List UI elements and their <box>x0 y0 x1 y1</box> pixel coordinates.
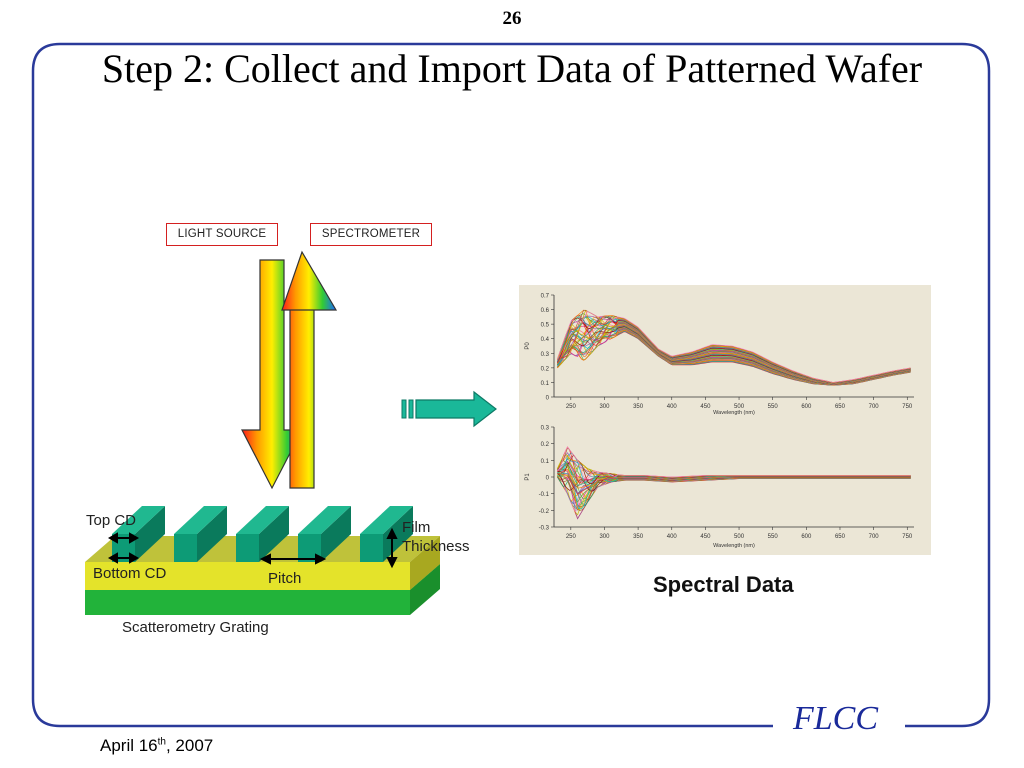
chart-x-tick-label: 500 <box>734 404 745 410</box>
chart-y-tick-label: 0.7 <box>541 294 550 300</box>
top-cd-label: Top CD <box>86 512 137 529</box>
chart-x-tick-label: 350 <box>633 404 644 410</box>
chart-y-tick-label: 0.6 <box>541 308 550 314</box>
chart-x-tick-label: 250 <box>566 404 577 410</box>
chart-y-tick-label: 0 <box>546 396 550 402</box>
chart-y-tick-label: -0.2 <box>539 509 550 515</box>
chart-y-label: P0 <box>525 342 531 350</box>
chart-x-tick-label: 350 <box>633 534 644 540</box>
footer-date-main: April 16 <box>100 736 158 755</box>
right-arrow-icon <box>401 390 497 428</box>
chart-x-tick-label: 300 <box>599 404 610 410</box>
chart-x-tick-label: 550 <box>768 404 779 410</box>
chart-y-tick-label: -0.3 <box>539 526 550 532</box>
chart-x-label: Wavelength (nm) <box>713 410 755 416</box>
chart-y-tick-label: 0.2 <box>541 366 550 372</box>
scatterometry-grating <box>85 506 440 615</box>
chart-x-tick-label: 650 <box>835 404 846 410</box>
incident-light-arrow <box>241 259 303 490</box>
chart-y-tick-label: -0.1 <box>539 492 550 498</box>
chart-y-tick-label: 0.1 <box>541 459 550 465</box>
substrate-front <box>85 590 410 615</box>
thickness-label: Thickness <box>402 538 470 555</box>
chart-x-tick-label: 700 <box>869 534 880 540</box>
chart-x-tick-label: 750 <box>902 534 913 540</box>
chart-y-tick-label: 0 <box>546 476 550 482</box>
chart-x-tick-label: 650 <box>835 534 846 540</box>
spectrum-series-line <box>557 446 911 480</box>
chart-x-tick-label: 450 <box>700 404 711 410</box>
chart-x-tick-label: 400 <box>667 534 678 540</box>
footer-date: April 16th, 2007 <box>100 736 213 756</box>
chart-x-tick-label: 600 <box>801 404 812 410</box>
chart-x-tick-label: 400 <box>667 404 678 410</box>
chart-x-tick-label: 600 <box>801 534 812 540</box>
slide-number: 26 <box>502 8 522 29</box>
light-source-label: LIGHT SOURCE <box>166 223 278 246</box>
light-arrows <box>241 250 338 490</box>
film-side <box>410 536 440 590</box>
footer-date-sup: th <box>157 736 166 748</box>
substrate-side <box>410 564 440 615</box>
chart-x-tick-label: 500 <box>734 534 745 540</box>
film-front <box>85 562 410 590</box>
chart-y-tick-label: 0.3 <box>541 426 550 432</box>
spectrometer-label: SPECTROMETER <box>310 223 432 246</box>
chart-y-tick-label: 0.1 <box>541 381 550 387</box>
spectral-data-caption: Spectral Data <box>653 572 794 597</box>
footer-date-year: , 2007 <box>165 736 214 755</box>
slide-title: Step 2: Collect and Import Data of Patte… <box>101 46 923 91</box>
bottom-cd-label: Bottom CD <box>93 565 167 582</box>
dimension-arrows <box>107 527 398 569</box>
grating-caption: Scatterometry Grating <box>122 619 269 636</box>
spectrum-series-line <box>557 310 911 383</box>
chart-y-tick-label: 0.5 <box>541 323 550 329</box>
film-label: Film <box>402 519 431 536</box>
chart-x-tick-label: 700 <box>869 404 880 410</box>
chart-y-label: P1 <box>525 473 531 481</box>
chart-y-tick-label: 0.3 <box>541 352 550 358</box>
chart-y-tick-label: 0.4 <box>541 337 550 343</box>
pitch-label: Pitch <box>268 570 302 587</box>
chart-x-tick-label: 300 <box>599 534 610 540</box>
chart-x-label: Wavelength (nm) <box>713 543 755 549</box>
chart-x-tick-label: 750 <box>902 404 913 410</box>
chart-x-tick-label: 250 <box>566 534 577 540</box>
chart-x-tick-label: 550 <box>768 534 779 540</box>
reflected-light-arrow <box>281 250 338 489</box>
flcc-logo: FLCC <box>793 700 879 737</box>
spectral-charts: 0.7 0.6 0.5 0.4 0.3 0.2 0.1 0 250 300 350 400 450 500… <box>519 285 931 555</box>
chart-y-tick-label: 0.2 <box>541 442 550 448</box>
chart-x-tick-label: 450 <box>700 534 711 540</box>
